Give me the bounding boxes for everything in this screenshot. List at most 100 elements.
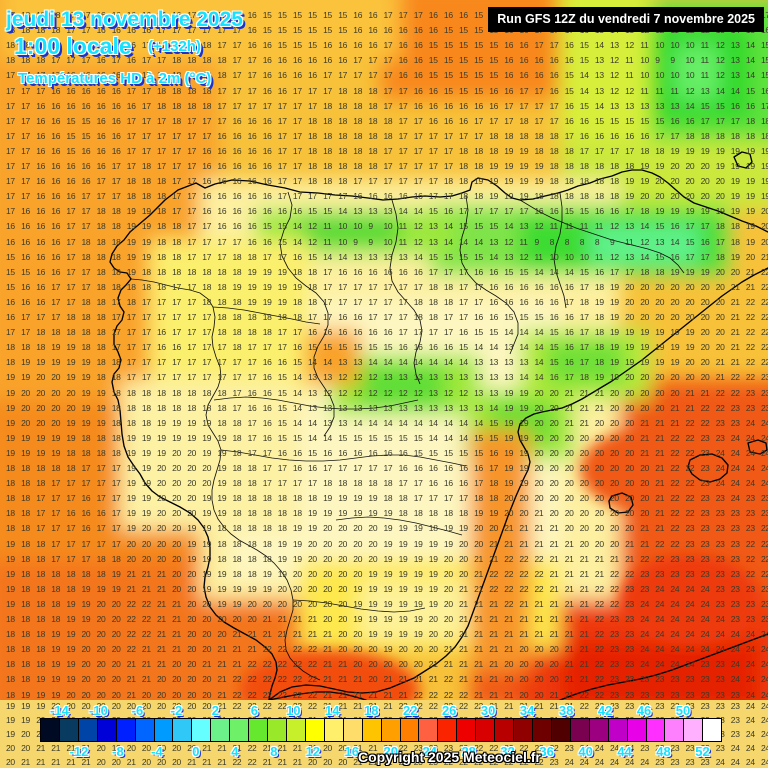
grid-temperature-value: 21 — [66, 744, 75, 753]
grid-temperature-value: 23 — [716, 744, 725, 753]
color-scale-tick-label: 14 — [325, 703, 339, 718]
grid-temperature-value: 21 — [489, 702, 498, 711]
color-scale-swatch — [41, 719, 60, 741]
color-scale-swatch — [627, 719, 647, 741]
color-scale-swatch — [646, 719, 666, 741]
grid-temperature-value: 21 — [535, 702, 544, 711]
grid-temperature-value: 21 — [127, 758, 136, 767]
grid-temperature-value: 23 — [701, 744, 710, 753]
map-temperature-field — [0, 0, 768, 700]
color-scale-tick-label: 52 — [695, 744, 709, 759]
grid-temperature-value: 20 — [97, 702, 106, 711]
grid-temperature-value: 23 — [414, 758, 423, 767]
grid-temperature-value: 22 — [248, 758, 257, 767]
grid-temperature-value: 22 — [580, 702, 589, 711]
grid-temperature-value: 23 — [565, 744, 574, 753]
grid-temperature-value: 21 — [202, 758, 211, 767]
color-scale-tick-label: 40 — [578, 744, 592, 759]
color-scale-tick-label: -6 — [132, 703, 144, 718]
grid-temperature-value: 21 — [353, 758, 362, 767]
grid-temperature-value: 23 — [670, 758, 679, 767]
color-scale-tick-label: 42 — [598, 703, 612, 718]
grid-temperature-value: 21 — [66, 758, 75, 767]
grid-temperature-value: 20 — [172, 744, 181, 753]
color-scale-tick-label: 48 — [656, 744, 670, 759]
grid-temperature-value: 24 — [610, 744, 619, 753]
grid-temperature-value: 24 — [580, 744, 589, 753]
grid-temperature-value: 21 — [82, 744, 91, 753]
grid-temperature-value: 20 — [338, 758, 347, 767]
color-scale-swatch — [268, 719, 287, 741]
grid-temperature-value: 19 — [6, 730, 15, 739]
grid-temperature-value: 20 — [97, 758, 106, 767]
color-scale-swatch — [532, 719, 552, 741]
color-scale-swatch — [608, 719, 628, 741]
grid-temperature-value: 21 — [278, 744, 287, 753]
grid-temperature-value: 19 — [112, 744, 121, 753]
grid-temperature-value: 22 — [489, 744, 498, 753]
grid-temperature-value: 23 — [701, 758, 710, 767]
grid-temperature-value: 21 — [353, 744, 362, 753]
color-scale-swatch — [514, 719, 533, 741]
grid-temperature-value: 24 — [761, 744, 768, 753]
grid-temperature-value: 20 — [157, 744, 166, 753]
color-scale-swatch — [570, 719, 590, 741]
grid-temperature-value: 23 — [716, 702, 725, 711]
grid-temperature-value: 24 — [746, 758, 755, 767]
model-run-banner: Run GFS 12Z du vendredi 7 novembre 2025 — [488, 7, 764, 32]
grid-temperature-value: 22 — [459, 758, 468, 767]
color-scale-tick-label: 10 — [286, 703, 300, 718]
grid-temperature-value: 19 — [6, 702, 15, 711]
color-scale-tick-label: 28 — [461, 744, 475, 759]
grid-temperature-value: 20 — [66, 702, 75, 711]
grid-temperature-value: 23 — [640, 744, 649, 753]
grid-temperature-value: 21 — [368, 758, 377, 767]
grid-temperature-value: 19 — [21, 702, 30, 711]
grid-temperature-value: 21 — [368, 702, 377, 711]
grid-temperature-value: 22 — [263, 702, 272, 711]
grid-temperature-value: 22 — [399, 702, 408, 711]
grid-temperature-value: 22 — [459, 702, 468, 711]
grid-temperature-value: 20 — [6, 744, 15, 753]
color-scale-tick-label: 38 — [559, 703, 573, 718]
grid-temperature-value: 22 — [550, 744, 559, 753]
grid-temperature-value: 24 — [580, 758, 589, 767]
color-scale-swatch — [173, 719, 193, 741]
grid-temperature-value: 24 — [761, 758, 768, 767]
grid-temperature-value: 21 — [504, 702, 513, 711]
grid-temperature-value: 23 — [610, 702, 619, 711]
color-scale-tick-label: 24 — [422, 744, 436, 759]
grid-temperature-value: 23 — [670, 744, 679, 753]
grid-temperature-value: 20 — [338, 744, 347, 753]
grid-temperature-value: 20 — [97, 744, 106, 753]
color-scale-swatch — [457, 719, 477, 741]
grid-temperature-value: 24 — [595, 758, 604, 767]
grid-temperature-value: 21 — [263, 744, 272, 753]
grid-temperature-value: 22 — [293, 702, 302, 711]
grid-temperature-value: 22 — [308, 702, 317, 711]
grid-temperature-value: 21 — [550, 702, 559, 711]
grid-temperature-value: 20 — [187, 744, 196, 753]
color-scale-swatch — [665, 719, 685, 741]
grid-temperature-value: 23 — [429, 758, 438, 767]
color-scale-tick-label: 2 — [212, 703, 219, 718]
grid-temperature-value: 21 — [323, 702, 332, 711]
color-scale-bar[interactable] — [40, 718, 722, 742]
grid-temperature-value: 19 — [36, 702, 45, 711]
grid-temperature-value: 24 — [595, 744, 604, 753]
color-scale-swatch — [135, 719, 155, 741]
grid-temperature-value: 20 — [157, 702, 166, 711]
grid-temperature-value: 22 — [248, 702, 257, 711]
color-scale-tick-label: 44 — [617, 744, 631, 759]
grid-temperature-value: 24 — [610, 758, 619, 767]
grid-temperature-value: 21 — [187, 758, 196, 767]
color-scale-tick-label: 36 — [539, 744, 553, 759]
color-scale-tick-label: -12 — [70, 744, 89, 759]
grid-temperature-value: 24 — [746, 702, 755, 711]
map-canvas[interactable]: 17 18 18 18 17 17 16 16 16 16 16 16 17 17 17 16 16 15 15 15… — [0, 0, 768, 700]
color-scale-swatch — [419, 719, 439, 741]
grid-temperature-value: 24 — [625, 758, 634, 767]
grid-temperature-value: 24 — [746, 730, 755, 739]
color-scale-swatch — [97, 719, 117, 741]
grid-temperature-value: 20 — [142, 744, 151, 753]
